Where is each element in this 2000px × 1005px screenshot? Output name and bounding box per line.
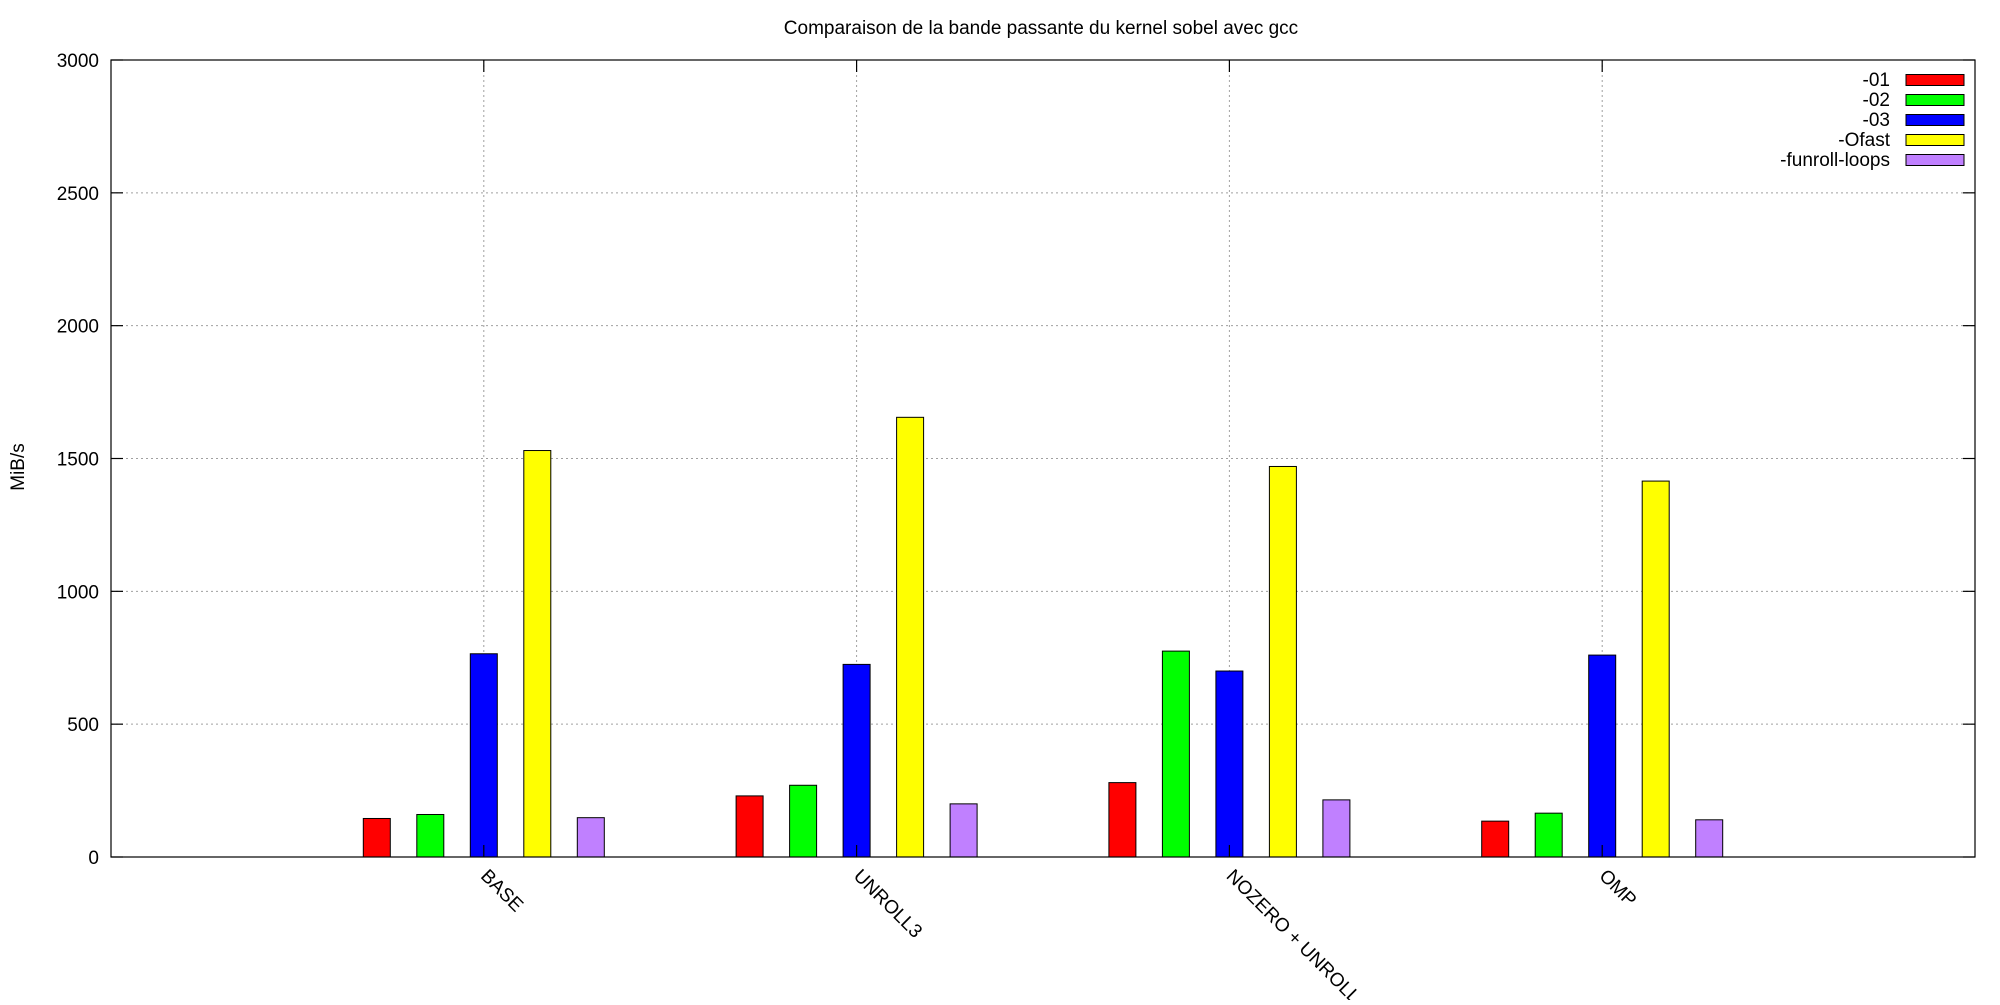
- grid-lines: [111, 60, 1975, 857]
- axis-ticks: [111, 59, 1975, 858]
- x-category-label: NOZERO + UNROLL: [1222, 866, 1364, 1000]
- legend-label: -funroll-loops: [1780, 150, 1890, 171]
- bar-01-0: [362, 817, 391, 858]
- bar-01-1: [735, 795, 764, 858]
- y-tick-label: 2000: [57, 317, 99, 338]
- bar-02-1: [789, 784, 818, 858]
- y-tick-label: 500: [67, 715, 99, 736]
- y-tick-label: 1000: [57, 582, 99, 603]
- bars-group: [362, 416, 1724, 858]
- bar-funroll-loops-1: [949, 803, 978, 858]
- legend-label: -02: [1863, 90, 1890, 111]
- y-tick-label: 3000: [57, 51, 99, 72]
- x-category-label: UNROLL3: [849, 866, 926, 943]
- x-category-label: OMP: [1595, 866, 1640, 911]
- bar-funroll-loops-0: [576, 817, 605, 858]
- bar-ofast-1: [896, 416, 925, 858]
- chart-title: Comparaison de la bande passante du kern…: [784, 18, 1298, 39]
- legend-label: -03: [1863, 110, 1890, 131]
- legend-swatch: [1905, 134, 1965, 146]
- legend-label: -Ofast: [1838, 130, 1890, 151]
- x-tick-labels: BASE UNROLL3 NOZERO + UNROLL OMP: [476, 866, 1640, 1005]
- bar-funroll-loops-2: [1322, 799, 1351, 858]
- y-axis-label: MiB/s: [8, 443, 29, 491]
- bar-02-0: [416, 813, 445, 858]
- bar-03-2: [1215, 670, 1244, 858]
- legend: -01-02-03-Ofast-funroll-loops: [1780, 70, 1965, 171]
- legend-swatch: [1905, 94, 1965, 106]
- x-category-label: BASE: [476, 866, 527, 917]
- y-tick-label: 0: [88, 848, 99, 869]
- bar-01-2: [1108, 782, 1137, 858]
- legend-swatch: [1905, 114, 1965, 126]
- bar-03-3: [1588, 654, 1617, 858]
- bar-ofast-2: [1268, 465, 1297, 858]
- legend-swatch: [1905, 74, 1965, 86]
- bar-02-3: [1534, 812, 1563, 858]
- bar-ofast-0: [523, 450, 552, 858]
- bar-funroll-loops-3: [1695, 819, 1724, 858]
- y-tick-label: 2500: [57, 184, 99, 205]
- y-tick-label: 1500: [57, 450, 99, 471]
- bar-03-1: [842, 663, 871, 858]
- bar-03-0: [469, 653, 498, 858]
- bar-ofast-3: [1641, 480, 1670, 858]
- bar-02-2: [1161, 650, 1190, 858]
- bar-01-3: [1481, 820, 1510, 858]
- legend-label: -01: [1863, 70, 1890, 91]
- y-tick-labels: 0 500 1000 1500 2000 2500 3000: [57, 51, 99, 869]
- legend-swatch: [1905, 154, 1965, 166]
